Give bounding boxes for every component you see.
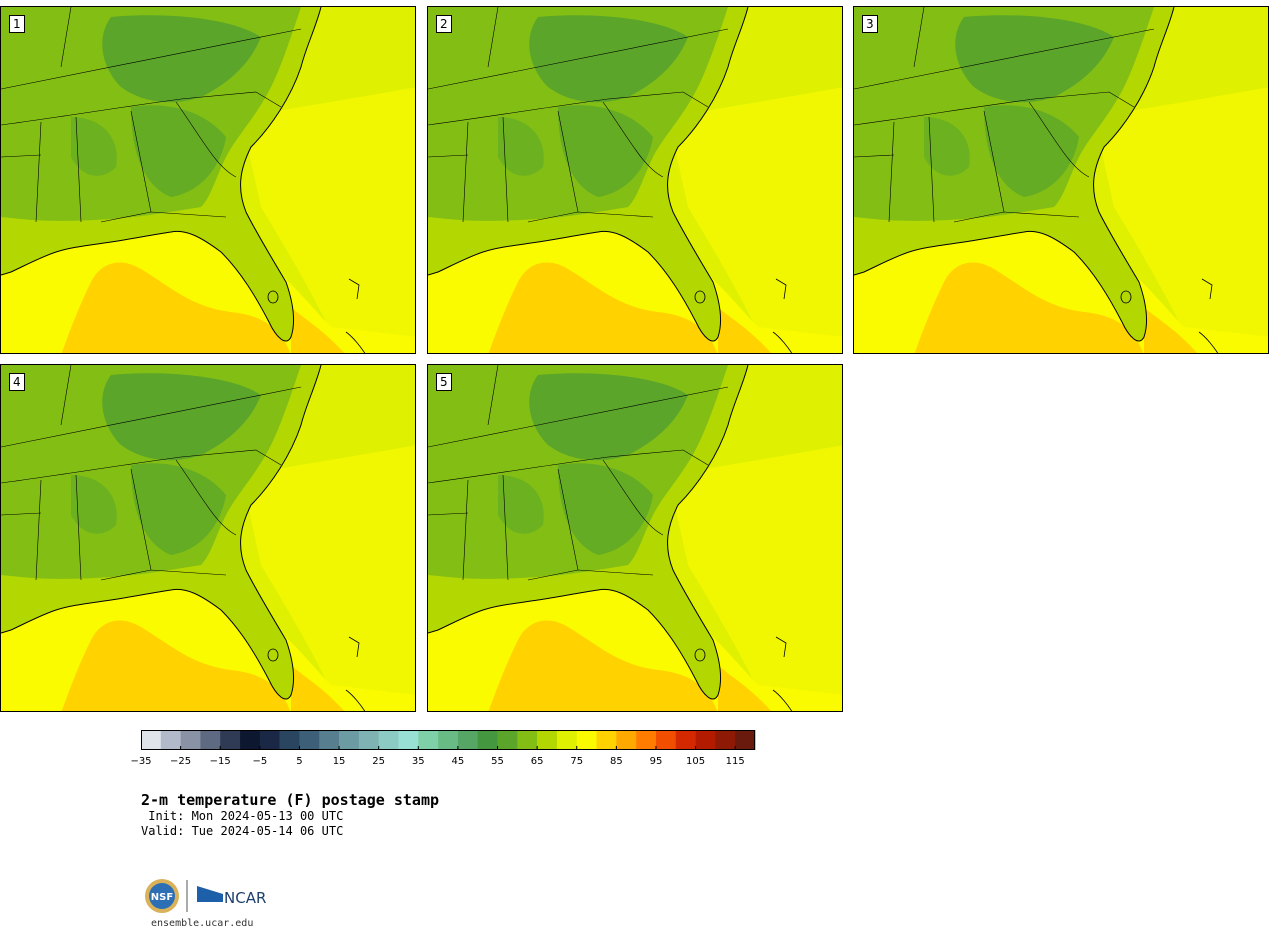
colorbar-swatch [378, 730, 399, 750]
colorbar-swatch [180, 730, 201, 750]
colorbar-swatch [220, 730, 241, 750]
colorbar-swatch [636, 730, 657, 750]
colorbar-swatch [299, 730, 320, 750]
colorbar-swatch [141, 730, 162, 750]
colorbar-swatch [537, 730, 558, 750]
colorbar-swatch [319, 730, 340, 750]
colorbar-swatch [497, 730, 518, 750]
colorbar-swatch [616, 730, 637, 750]
colorbar [141, 730, 756, 750]
panel-label: 5 [436, 373, 452, 391]
panel-label: 3 [862, 15, 878, 33]
colorbar-tick-label: 85 [609, 756, 623, 767]
colorbar-tick-label: 25 [372, 756, 386, 767]
colorbar-swatch [398, 730, 419, 750]
temperature-map [1, 7, 415, 353]
colorbar-swatch [339, 730, 360, 750]
colorbar-swatch [556, 730, 578, 750]
colorbar-tick-label: 95 [649, 756, 663, 767]
logo-nsf: NSF [151, 892, 173, 903]
colorbar-swatch [457, 730, 479, 750]
colorbar-tick-label: 45 [451, 756, 465, 767]
nsf-logo-icon: NSF [145, 879, 179, 913]
ncar-logo-icon: NCAR [197, 886, 266, 907]
colorbar-swatch [279, 730, 300, 750]
page-title: 2-m temperature (F) postage stamp [141, 791, 440, 809]
colorbar-tick-label: −15 [209, 756, 231, 767]
panel-label: 2 [436, 15, 452, 33]
colorbar-swatch [715, 730, 736, 750]
colorbar-swatch [477, 730, 498, 750]
colorbar-tick-label: 65 [530, 756, 544, 767]
map-panel-1: 1 [0, 6, 416, 354]
map-panel-5: 5 [427, 364, 843, 712]
panel-label: 1 [9, 15, 25, 33]
colorbar-swatch [675, 730, 696, 750]
colorbar-swatch [576, 730, 597, 750]
colorbar-swatch [358, 730, 379, 750]
colorbar-tick-label: −5 [252, 756, 268, 767]
colorbar-swatch [438, 730, 459, 750]
init-time: Init: Mon 2024-05-13 00 UTC [141, 809, 344, 823]
colorbar-swatch [240, 730, 261, 750]
temperature-map [1, 365, 415, 711]
colorbar-swatch [695, 730, 716, 750]
map-panel-3: 3 [853, 6, 1269, 354]
colorbar-swatch [200, 730, 221, 750]
colorbar-tick-label: −35 [130, 756, 152, 767]
colorbar-swatch [735, 730, 756, 750]
colorbar-ticks: −35 −25 −15 −5 5 15 25 35 45 55 65 75 85 95 105 115 [128, 756, 788, 772]
colorbar-swatch [517, 730, 538, 750]
map-panel-2: 2 [427, 6, 843, 354]
temperature-map [428, 365, 842, 711]
temperature-map [854, 7, 1268, 353]
panel-label: 4 [9, 373, 25, 391]
colorbar-swatch [418, 730, 439, 750]
colorbar-tick-label: 15 [332, 756, 346, 767]
logo-ncar: NCAR [224, 889, 266, 907]
colorbar-tick-label: −25 [170, 756, 192, 767]
website-link[interactable]: ensemble.ucar.edu [151, 918, 254, 929]
colorbar-swatch [655, 730, 677, 750]
temperature-map [428, 7, 842, 353]
colorbar-tick-label: 105 [686, 756, 706, 767]
colorbar-tick-label: 35 [411, 756, 425, 767]
map-panel-4: 4 [0, 364, 416, 712]
colorbar-tick-label: 75 [570, 756, 584, 767]
nsf-ncar-logos: NSF NCAR [145, 879, 266, 913]
colorbar-swatch [160, 730, 181, 750]
colorbar-tick-label: 55 [491, 756, 504, 767]
colorbar-swatch [259, 730, 280, 750]
valid-time: Valid: Tue 2024-05-14 06 UTC [141, 824, 344, 838]
colorbar-tick-label: 115 [725, 756, 745, 767]
colorbar-tick-label: 5 [296, 756, 303, 767]
colorbar-swatch [596, 730, 617, 750]
